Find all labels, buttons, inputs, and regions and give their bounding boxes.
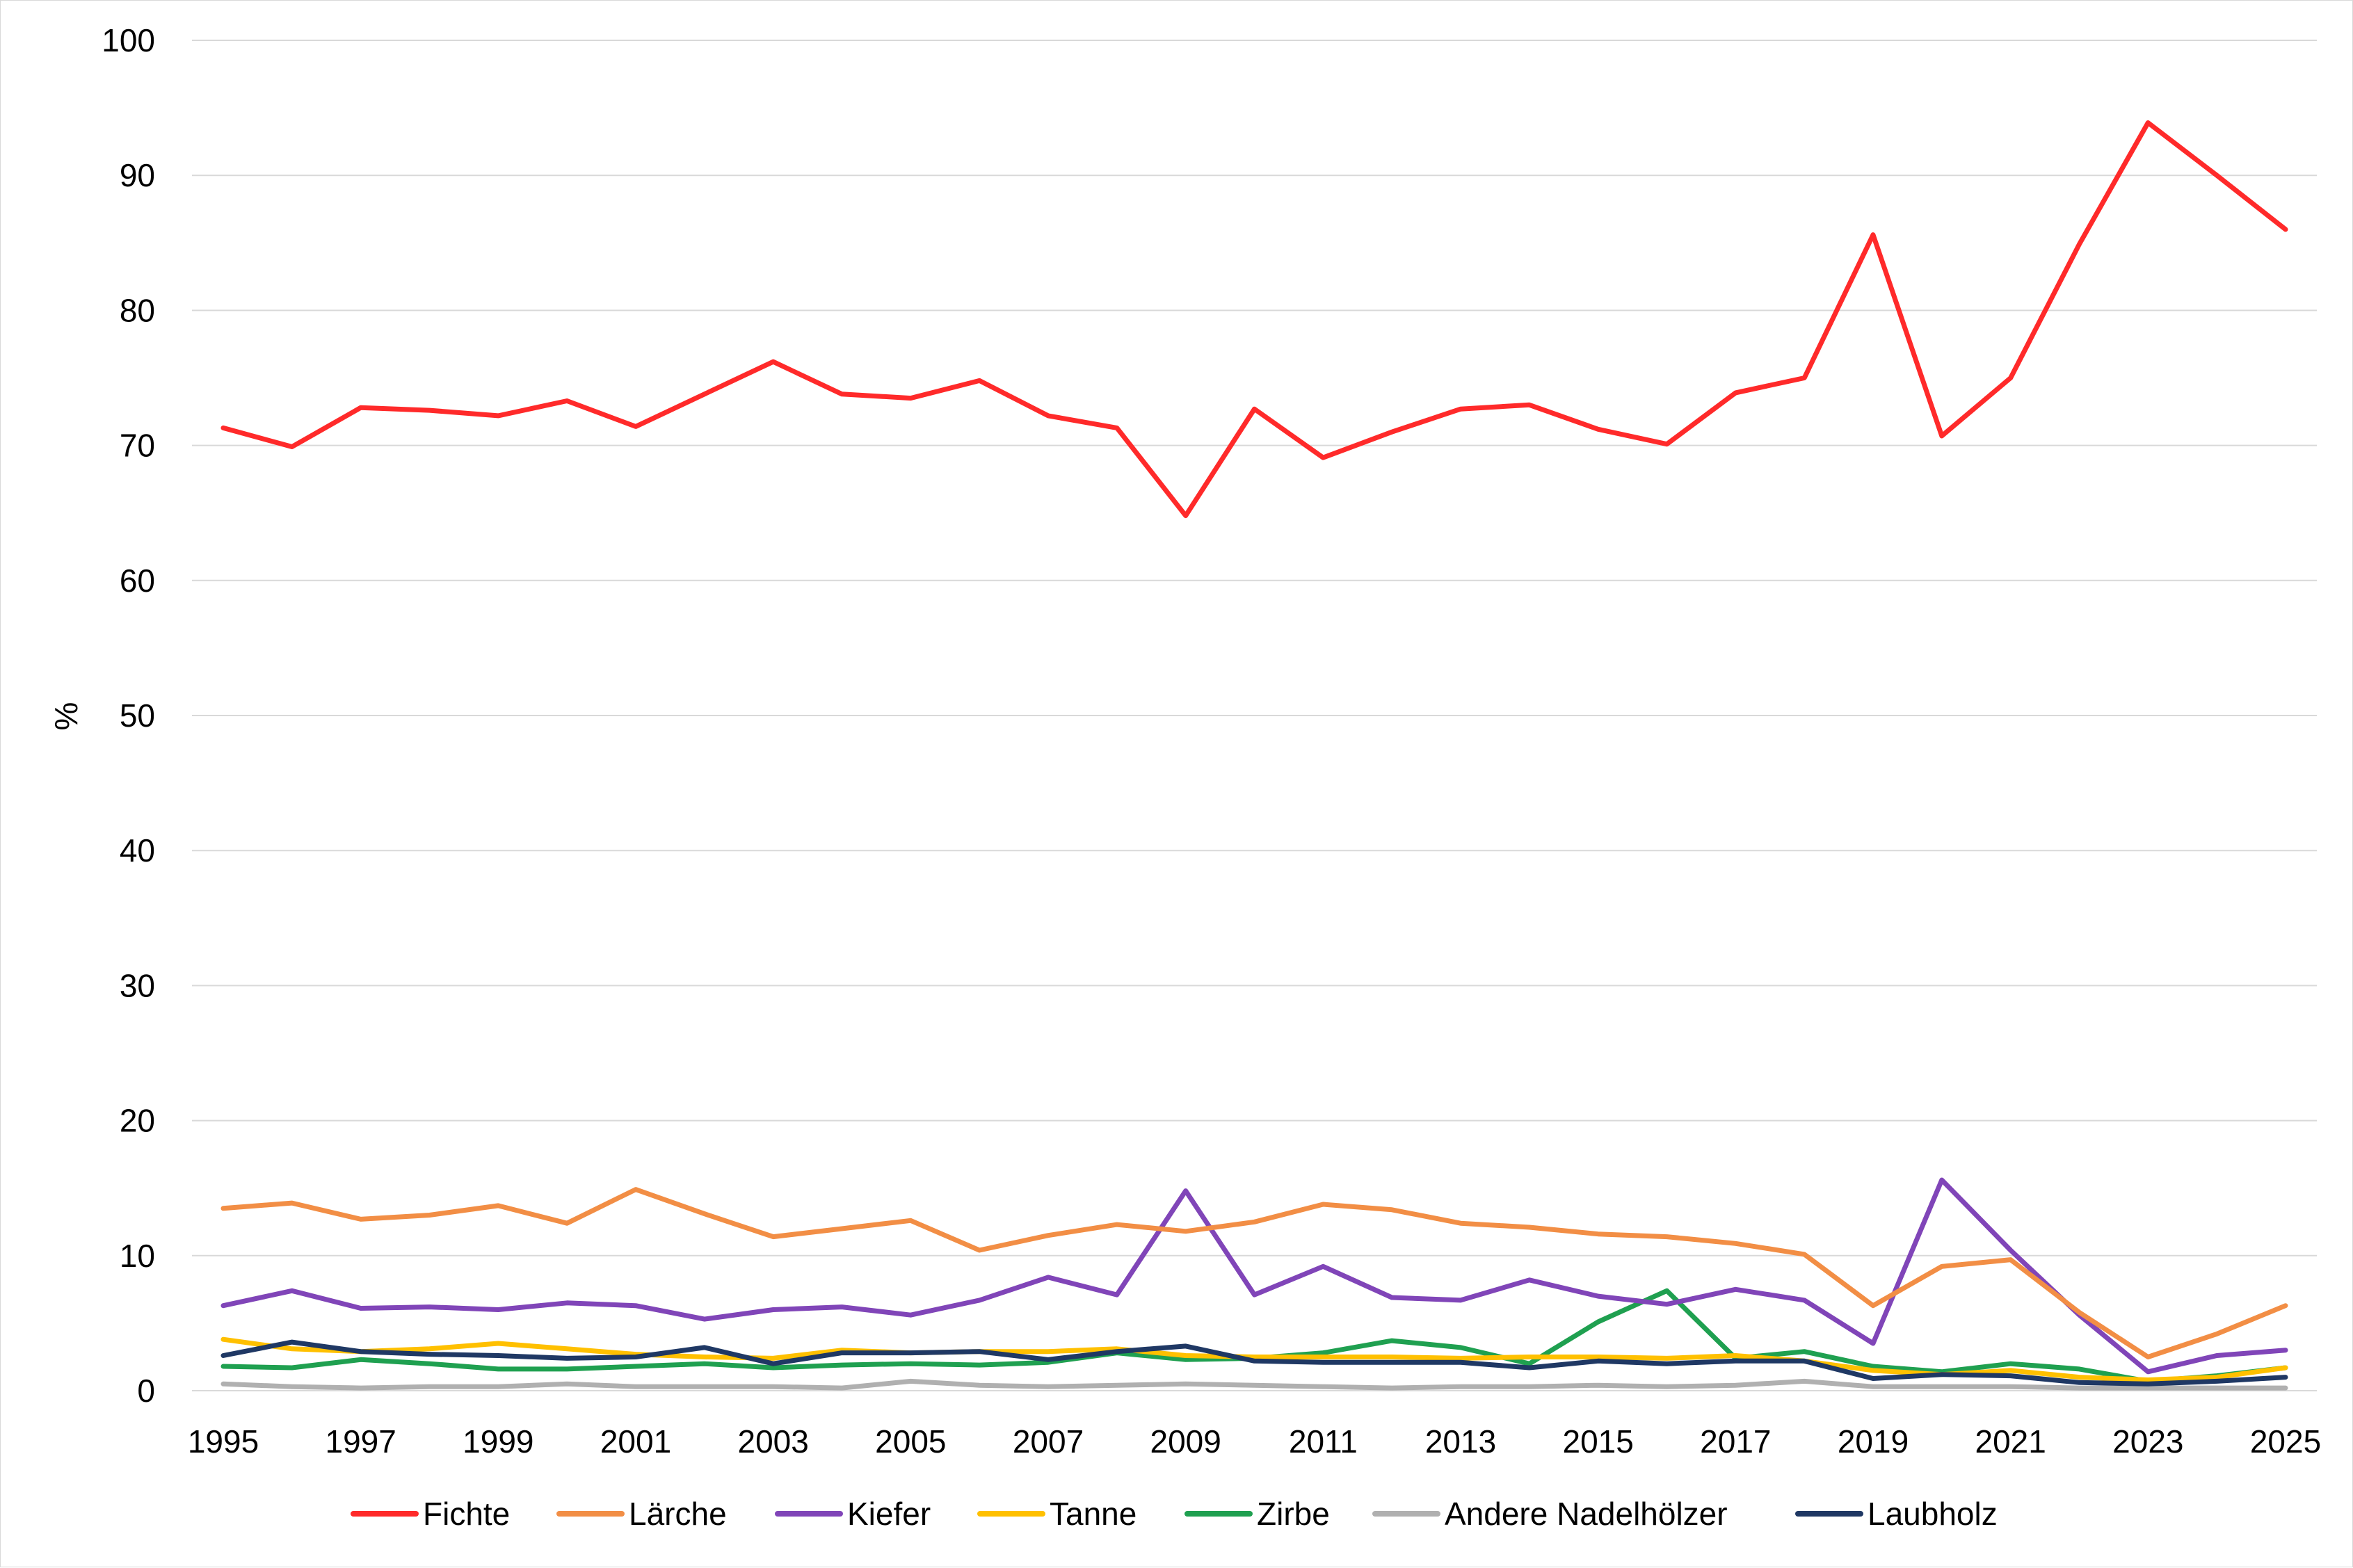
x-tick-label: 2005 (875, 1423, 946, 1460)
y-tick-label: 60 (120, 563, 155, 599)
legend-label[interactable]: Andere Nadelhölzer (1445, 1496, 1728, 1532)
y-tick-label: 100 (102, 22, 155, 58)
series-line-kiefer (220, 1177, 2288, 1375)
y-axis-ticks: 0 10 20 30 40 50 60 70 80 90 100 (102, 22, 155, 1409)
x-tick-label: 2017 (1700, 1423, 1771, 1460)
x-tick-label: 2011 (1289, 1423, 1358, 1460)
legend[interactable]: Fichte Lärche Kiefer Tanne Zirbe Andere Nadel… (351, 1496, 1998, 1532)
series-line-laubholz (220, 1339, 2288, 1387)
legend-label[interactable]: Kiefer (847, 1496, 931, 1532)
x-tick-label: 2007 (1013, 1423, 1084, 1460)
y-tick-label: 50 (120, 697, 155, 734)
y-tick-label: 80 (120, 292, 155, 328)
legend-label[interactable]: Laubholz (1868, 1496, 1998, 1532)
series-lines (220, 120, 2288, 1391)
y-tick-label: 20 (120, 1103, 155, 1139)
legend-label[interactable]: Lärche (629, 1496, 727, 1532)
x-tick-label: 2003 (737, 1423, 808, 1460)
gridlines (192, 40, 2317, 1391)
x-tick-label: 2019 (1838, 1423, 1909, 1460)
x-tick-label: 2023 (2112, 1423, 2183, 1460)
x-tick-label: 1999 (463, 1423, 533, 1460)
y-tick-label: 30 (120, 967, 155, 1003)
series-line-fichte (220, 120, 2288, 519)
y-tick-label: 0 (137, 1373, 155, 1409)
x-tick-label: 2025 (2250, 1423, 2321, 1460)
x-axis-ticks: 1995 1997 1999 2001 2003 2005 2007 2009 2011 2013… (188, 1423, 2321, 1460)
series-line-andere-nadelhölzer (220, 1378, 2288, 1391)
x-tick-label: 2013 (1425, 1423, 1496, 1460)
legend-label[interactable]: Tanne (1050, 1496, 1137, 1532)
x-tick-label: 2015 (1562, 1423, 1633, 1460)
x-tick-label: 1997 (325, 1423, 396, 1460)
legend-label[interactable]: Fichte (423, 1496, 510, 1532)
x-tick-label: 1995 (188, 1423, 259, 1460)
y-tick-label: 40 (120, 832, 155, 868)
x-tick-label: 2009 (1150, 1423, 1221, 1460)
y-tick-label: 70 (120, 428, 155, 464)
y-tick-label: 90 (120, 157, 155, 193)
x-tick-label: 2021 (1975, 1423, 2046, 1460)
y-axis-title: % (48, 702, 84, 731)
series-line-lärche (220, 1187, 2288, 1359)
x-tick-label: 2001 (600, 1423, 671, 1460)
legend-label[interactable]: Zirbe (1257, 1496, 1330, 1532)
y-tick-label: 10 (120, 1238, 155, 1274)
